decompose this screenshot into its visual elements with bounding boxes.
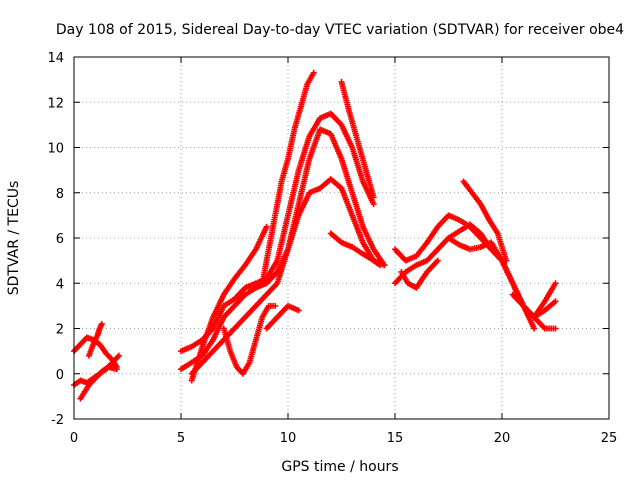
data-point [310,69,317,76]
data-point [552,325,559,332]
y-tick-label: 14 [47,51,64,66]
data-point [115,352,122,359]
series-track-m [263,302,302,332]
chart-title: Day 108 of 2015, Sidereal Day-to-day VTE… [56,22,624,38]
data-point [272,302,279,309]
series-track-g [188,126,388,377]
y-tick-label: 8 [56,187,64,202]
x-tick-label: 10 [280,431,297,446]
y-tick-label: 4 [56,277,64,292]
data-point [381,262,388,269]
data-marks [71,69,559,402]
series-track-c [77,363,120,402]
series-track-r [398,257,441,291]
x-tick-label: 5 [177,431,185,446]
data-point [295,307,302,314]
series-track-h [327,230,388,269]
series-track-j [220,302,279,377]
y-axis-label: SDTVAR / TECUs [6,181,22,296]
x-axis-label: GPS time / hours [281,459,398,475]
series-track-d [85,320,105,359]
y-tick-label: 2 [56,323,64,338]
series-track-a [71,334,120,370]
data-point [263,223,270,230]
data-point [98,320,105,327]
series-track-l [338,78,377,201]
series-track-q [460,178,510,264]
data-point [552,298,559,305]
axis-ticks [73,56,610,420]
grid [74,57,609,419]
y-tick-label: -2 [51,413,64,428]
data-point [531,325,538,332]
tick-labels: 0 5 10 15 20 25 -2 0 2 4 6 8 10 12 14 [47,51,617,446]
y-tick-label: 12 [47,96,64,111]
data-point [434,257,441,264]
data-point [370,194,377,201]
x-tick-label: 0 [70,431,78,446]
x-tick-label: 25 [601,431,618,446]
data-point [370,201,377,208]
y-tick-label: 6 [56,232,64,247]
series-track-i [188,223,270,384]
series-track-s [509,291,559,321]
series-track-o [392,221,538,332]
y-tick-label: 10 [47,142,64,157]
y-tick-label: 0 [56,368,64,383]
x-tick-label: 20 [494,431,511,446]
data-point [552,280,559,287]
series-track-f [178,110,377,355]
data-point [113,366,120,373]
data-point [503,257,510,264]
x-tick-label: 15 [387,431,404,446]
series-track-k [259,69,317,287]
